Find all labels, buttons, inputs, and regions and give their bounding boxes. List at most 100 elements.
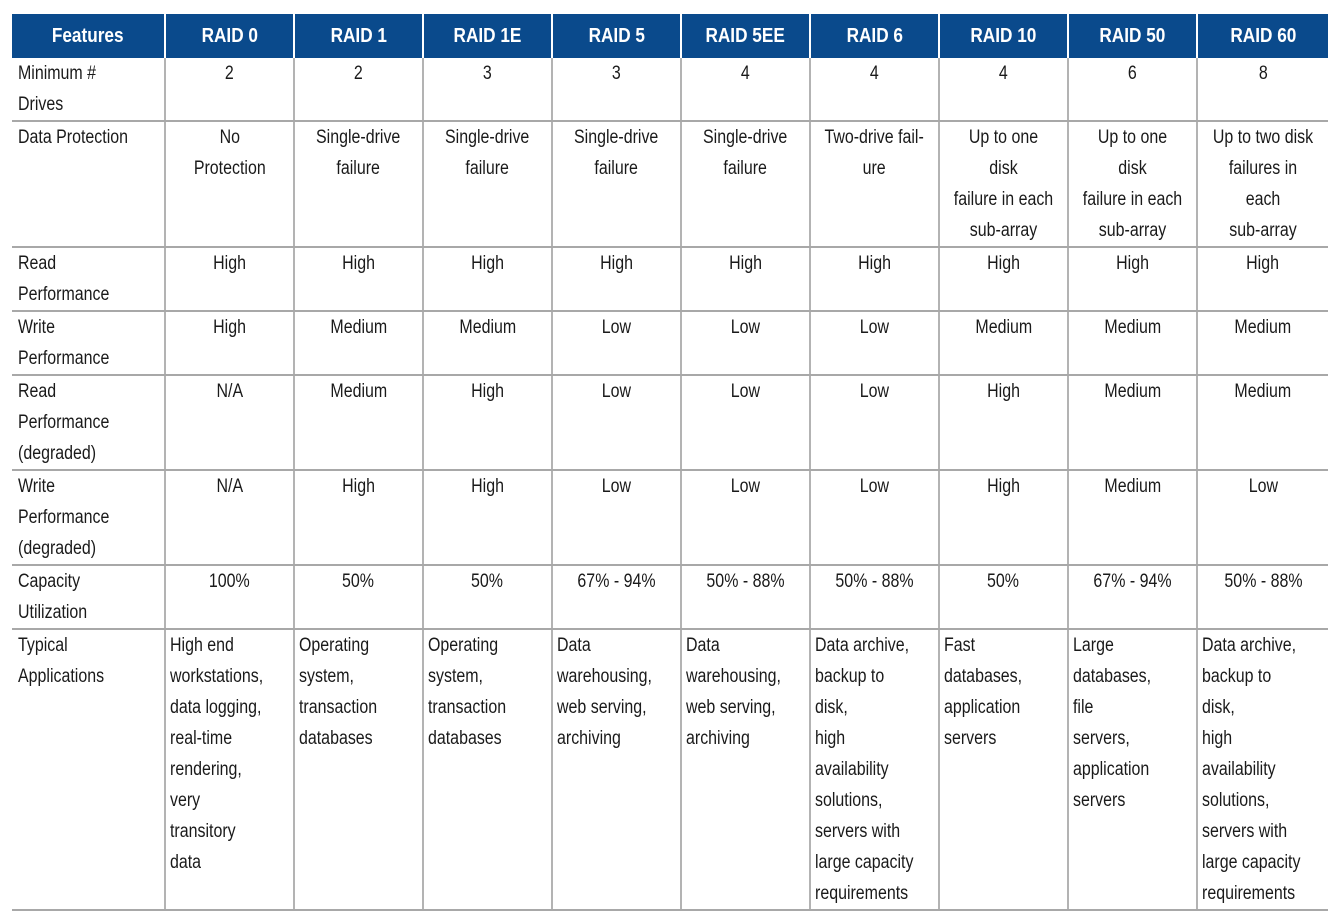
table-cell: 4 bbox=[809, 58, 939, 122]
table-cell: Two-drive fail- ure bbox=[809, 121, 939, 248]
table-cell: Single-drive failure bbox=[680, 121, 810, 248]
table-cell: Medium bbox=[938, 311, 1068, 376]
header-cell: RAID 5EE bbox=[680, 14, 810, 58]
table-cell: Low bbox=[551, 375, 681, 471]
table-cell: High bbox=[551, 247, 681, 312]
table-cell: High bbox=[680, 247, 810, 312]
table-cell: High bbox=[938, 470, 1068, 566]
table-cell: Medium bbox=[1196, 311, 1328, 376]
table-cell: Single-drive failure bbox=[551, 121, 681, 248]
table-cell: 3 bbox=[551, 58, 681, 122]
table-cell: High bbox=[422, 375, 552, 471]
table-cell: 50% bbox=[938, 565, 1068, 630]
table-cell: Low bbox=[680, 470, 810, 566]
raid-comparison-table: Features RAID 0 RAID 1 RAID 1E RAID 5 RA… bbox=[12, 14, 1328, 911]
table-cell: 3 bbox=[422, 58, 552, 122]
table-cell: Up to one disk failure in each sub-array bbox=[1067, 121, 1197, 248]
table-cell: High bbox=[938, 247, 1068, 312]
row-label: Minimum # Drives bbox=[12, 58, 165, 122]
table-cell: Data warehousing, web serving, archiving bbox=[680, 629, 810, 911]
table-cell: High bbox=[938, 375, 1068, 471]
table-cell: Operating system, transaction databases bbox=[422, 629, 552, 911]
table-cell: Low bbox=[551, 311, 681, 376]
table-cell: Low bbox=[809, 375, 939, 471]
table-cell: Medium bbox=[422, 311, 552, 376]
table-cell: Low bbox=[680, 311, 810, 376]
table-cell: High bbox=[1067, 247, 1197, 312]
table-row: Write Performance High Medium Medium Low Low L… bbox=[12, 311, 1328, 376]
table-cell: 8 bbox=[1196, 58, 1328, 122]
table-cell: Medium bbox=[293, 375, 423, 471]
table-cell: High bbox=[293, 470, 423, 566]
row-label: Write Performance (degraded) bbox=[12, 470, 165, 566]
header-cell: RAID 0 bbox=[164, 14, 294, 58]
table-cell: Data warehousing, web serving, archiving bbox=[551, 629, 681, 911]
table-cell: N/A bbox=[164, 470, 294, 566]
table-cell: 50% - 88% bbox=[809, 565, 939, 630]
table-cell: Single-drive failure bbox=[422, 121, 552, 248]
table-cell: N/A bbox=[164, 375, 294, 471]
table-cell: Large databases, file servers, applicati… bbox=[1067, 629, 1197, 911]
table-row: Read Performance High High High High High High… bbox=[12, 247, 1328, 312]
table-row: Typical Applications High end workstation… bbox=[12, 629, 1328, 911]
table-cell: Up to one disk failure in each sub-array bbox=[938, 121, 1068, 248]
table-cell: High end workstations, data logging, rea… bbox=[164, 629, 294, 911]
table-cell: High bbox=[164, 247, 294, 312]
table-cell: Medium bbox=[1196, 375, 1328, 471]
table-cell: 6 bbox=[1067, 58, 1197, 122]
header-cell: RAID 1 bbox=[293, 14, 423, 58]
table-cell: Operating system, transaction databases bbox=[293, 629, 423, 911]
table-cell: 50% - 88% bbox=[680, 565, 810, 630]
header-cell: Features bbox=[12, 14, 165, 58]
table-cell: Low bbox=[809, 311, 939, 376]
row-label: Write Performance bbox=[12, 311, 165, 376]
table-cell: Fast databases, application servers bbox=[938, 629, 1068, 911]
row-label: Read Performance bbox=[12, 247, 165, 312]
table-row: Write Performance (degraded) N/A High High L… bbox=[12, 470, 1328, 566]
table-cell: Medium bbox=[1067, 375, 1197, 471]
table-cell: High bbox=[422, 247, 552, 312]
table-row: Capacity Utilization 100% 50% 50% 67% - 94% 5… bbox=[12, 565, 1328, 630]
header-row: Features RAID 0 RAID 1 RAID 1E RAID 5 RA… bbox=[12, 14, 1328, 58]
table-cell: 50% - 88% bbox=[1196, 565, 1328, 630]
table-cell: 50% bbox=[422, 565, 552, 630]
header-cell: RAID 5 bbox=[551, 14, 681, 58]
row-label: Capacity Utilization bbox=[12, 565, 165, 630]
table-cell: 4 bbox=[938, 58, 1068, 122]
table-cell: Up to two disk failures in each sub-arra… bbox=[1196, 121, 1328, 248]
table-cell: Low bbox=[680, 375, 810, 471]
row-label: Data Protection bbox=[12, 121, 165, 248]
table-cell: 67% - 94% bbox=[551, 565, 681, 630]
table-cell: 67% - 94% bbox=[1067, 565, 1197, 630]
header-cell: RAID 1E bbox=[422, 14, 552, 58]
table-cell: Low bbox=[551, 470, 681, 566]
table-cell: High bbox=[164, 311, 294, 376]
table-cell: 2 bbox=[164, 58, 294, 122]
header-cell: RAID 60 bbox=[1196, 14, 1328, 58]
table-cell: 2 bbox=[293, 58, 423, 122]
table-cell: High bbox=[809, 247, 939, 312]
table-cell: Medium bbox=[293, 311, 423, 376]
row-label: Typical Applications bbox=[12, 629, 165, 911]
header-cell: RAID 10 bbox=[938, 14, 1068, 58]
table-row: Minimum # Drives 2 2 3 3 4 4 4 6 8 bbox=[12, 58, 1328, 122]
table-cell: Low bbox=[809, 470, 939, 566]
row-label: Read Performance (degraded) bbox=[12, 375, 165, 471]
table-cell: Data archive, backup to disk, high avail… bbox=[1196, 629, 1328, 911]
table-cell: 4 bbox=[680, 58, 810, 122]
table-cell: Medium bbox=[1067, 311, 1197, 376]
header-cell: RAID 6 bbox=[809, 14, 939, 58]
table-cell: High bbox=[293, 247, 423, 312]
table-cell: No Protection bbox=[164, 121, 294, 248]
table-cell: Data archive, backup to disk, high avail… bbox=[809, 629, 939, 911]
table-cell: High bbox=[1196, 247, 1328, 312]
table-cell: 50% bbox=[293, 565, 423, 630]
table-cell: Low bbox=[1196, 470, 1328, 566]
table-cell: High bbox=[422, 470, 552, 566]
table-cell: 100% bbox=[164, 565, 294, 630]
table-cell: Single-drive failure bbox=[293, 121, 423, 248]
table-cell: Medium bbox=[1067, 470, 1197, 566]
table-row: Data Protection No Protection Single-drive… bbox=[12, 121, 1328, 248]
table-row: Read Performance (degraded) N/A Medium High… bbox=[12, 375, 1328, 471]
header-cell: RAID 50 bbox=[1067, 14, 1197, 58]
